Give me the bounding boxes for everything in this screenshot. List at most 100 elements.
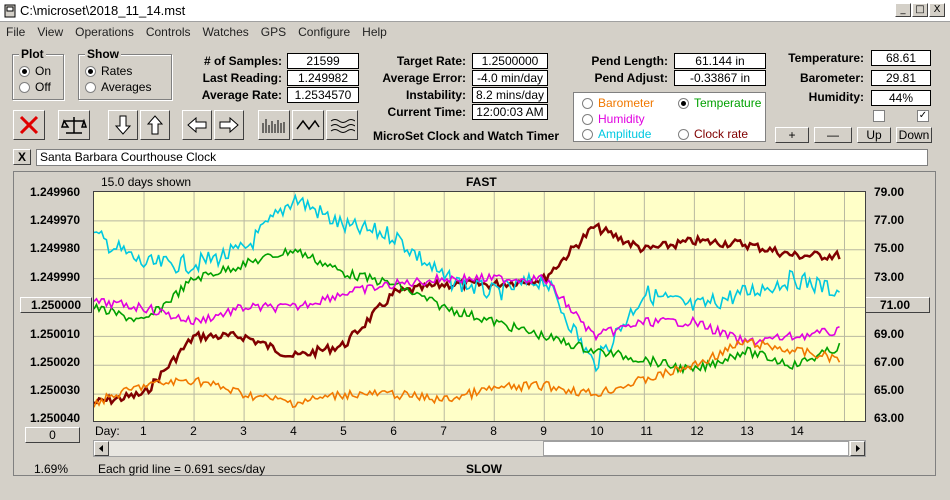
shift-down-button[interactable] — [108, 110, 138, 140]
pend-adjust-label: Pend Adjust: — [594, 71, 668, 85]
barometer-value: 29.81 — [871, 70, 931, 86]
radio-dot — [85, 81, 96, 93]
app-icon — [4, 4, 16, 17]
clear-button[interactable] — [13, 110, 45, 140]
day-tick: 11 — [640, 424, 653, 438]
time-scrollbar[interactable] — [93, 440, 866, 457]
day-tick: 2 — [190, 424, 197, 438]
menu-configure[interactable]: Configure — [298, 25, 351, 39]
checkbox-left[interactable] — [873, 110, 885, 122]
arrow-up-icon — [147, 115, 163, 135]
sensor-minus-button[interactable]: — — [814, 127, 852, 143]
sensor-barometer-radio[interactable]: Barometer — [582, 95, 654, 111]
sensor-selector: Barometer Temperature Humidity Amplitude… — [573, 92, 766, 142]
sensor-down-button[interactable]: Down — [896, 127, 932, 143]
plot-group-title: Plot — [19, 47, 46, 61]
right-tick: 63.00 — [874, 411, 905, 425]
temperature-value: 68.61 — [871, 50, 931, 66]
left-tick: 1.250010 — [30, 327, 81, 341]
menu-gps[interactable]: GPS — [260, 25, 287, 39]
show-group: Show Rates Averages — [78, 47, 172, 100]
arrow-right-icon — [219, 117, 239, 133]
balance-button[interactable] — [58, 110, 90, 140]
center-sensor-button[interactable]: 71.00 — [860, 297, 930, 313]
series-line — [94, 271, 840, 347]
show-group-title: Show — [85, 47, 121, 61]
last-reading-label: Last Reading: — [202, 71, 282, 85]
left-tick: 1.249990 — [30, 270, 81, 284]
target-rate-value: 1.2500000 — [472, 53, 548, 69]
watch-close-button[interactable]: X — [13, 149, 31, 165]
menu-help[interactable]: Help — [362, 25, 387, 39]
radio-dot — [19, 81, 30, 93]
show-rates-radio[interactable]: Rates — [85, 63, 171, 79]
sensor-temperature-radio[interactable]: Temperature — [678, 95, 761, 111]
wave-icon — [296, 119, 320, 131]
sensor-barometer-label: Barometer — [598, 96, 655, 110]
sensor-up-button[interactable]: Up — [857, 127, 891, 143]
day-tick: 4 — [290, 424, 297, 438]
scroll-left-button[interactable] — [94, 441, 109, 456]
plot-on-radio[interactable]: On — [19, 63, 63, 79]
instability-label: Instability: — [405, 88, 466, 102]
center-rate-button[interactable]: 1.250000 — [20, 297, 92, 313]
menu-operations[interactable]: Operations — [75, 25, 134, 39]
radio-dot — [678, 97, 689, 109]
line-plot-button[interactable] — [292, 110, 324, 140]
arrow-down-icon — [115, 115, 131, 135]
minimize-button[interactable]: _ — [895, 3, 911, 17]
scroll-right-button[interactable] — [850, 441, 865, 456]
average-error-label: Average Error: — [382, 71, 466, 85]
day-tick: 9 — [540, 424, 547, 438]
bar-plot-button[interactable] — [258, 110, 290, 140]
day-label: Day: — [95, 424, 120, 438]
plot-off-radio[interactable]: Off — [19, 79, 63, 95]
day-tick: 10 — [590, 424, 604, 438]
barometer-label: Barometer: — [799, 71, 864, 85]
sensor-clockrate-radio[interactable]: Clock rate — [678, 126, 748, 142]
day-tick: 6 — [390, 424, 397, 438]
close-button[interactable]: X — [929, 3, 945, 17]
shift-left-button[interactable] — [182, 110, 212, 140]
radio-dot — [582, 113, 593, 125]
right-tick: 67.00 — [874, 355, 905, 369]
humidity-label: Humidity: — [808, 90, 864, 104]
menu-controls[interactable]: Controls — [145, 25, 191, 39]
sensor-plus-button[interactable]: + — [775, 127, 809, 143]
series-line — [94, 246, 841, 375]
menu-watches[interactable]: Watches — [202, 25, 249, 39]
show-averages-radio[interactable]: Averages — [85, 79, 171, 95]
pend-length-label: Pend Length: — [591, 54, 668, 68]
checkbox-right[interactable]: ✓ — [917, 110, 929, 122]
zero-button[interactable]: 0 — [25, 427, 80, 443]
sensor-humidity-radio[interactable]: Humidity — [582, 111, 645, 127]
ripple-icon — [330, 119, 355, 133]
arrow-left-icon — [187, 117, 207, 133]
plot-group: Plot On Off — [12, 47, 64, 100]
series-line — [94, 193, 840, 373]
sensor-amplitude-radio[interactable]: Amplitude — [582, 126, 651, 142]
right-tick: 69.00 — [874, 327, 905, 341]
triangle-right-icon — [856, 445, 860, 452]
title-bar: C:\microset\2018_11_14.mst _ □ X — [0, 0, 950, 22]
plot-off-label: Off — [35, 80, 51, 94]
menu-file[interactable]: File — [6, 25, 26, 39]
pend-adjust-value: -0.33867 in — [674, 70, 766, 86]
triangle-left-icon — [99, 445, 103, 452]
menu-bar: File View Operations Controls Watches GP… — [0, 22, 950, 42]
smooth-plot-button[interactable] — [326, 110, 358, 140]
series-line — [94, 338, 841, 409]
window-title: C:\microset\2018_11_14.mst — [20, 3, 186, 18]
shift-up-button[interactable] — [140, 110, 170, 140]
menu-view[interactable]: View — [37, 25, 64, 39]
shift-right-button[interactable] — [214, 110, 244, 140]
watch-name-field[interactable]: Santa Barbara Courthouse Clock — [36, 149, 928, 166]
series-line — [94, 222, 841, 406]
current-time-label: Current Time: — [387, 105, 466, 119]
bars-icon — [262, 119, 285, 133]
maximize-button[interactable]: □ — [912, 3, 928, 17]
scroll-thumb[interactable] — [543, 441, 849, 456]
day-tick: 14 — [790, 424, 804, 438]
day-tick: 5 — [340, 424, 347, 438]
samples-label: # of Samples: — [203, 54, 282, 68]
